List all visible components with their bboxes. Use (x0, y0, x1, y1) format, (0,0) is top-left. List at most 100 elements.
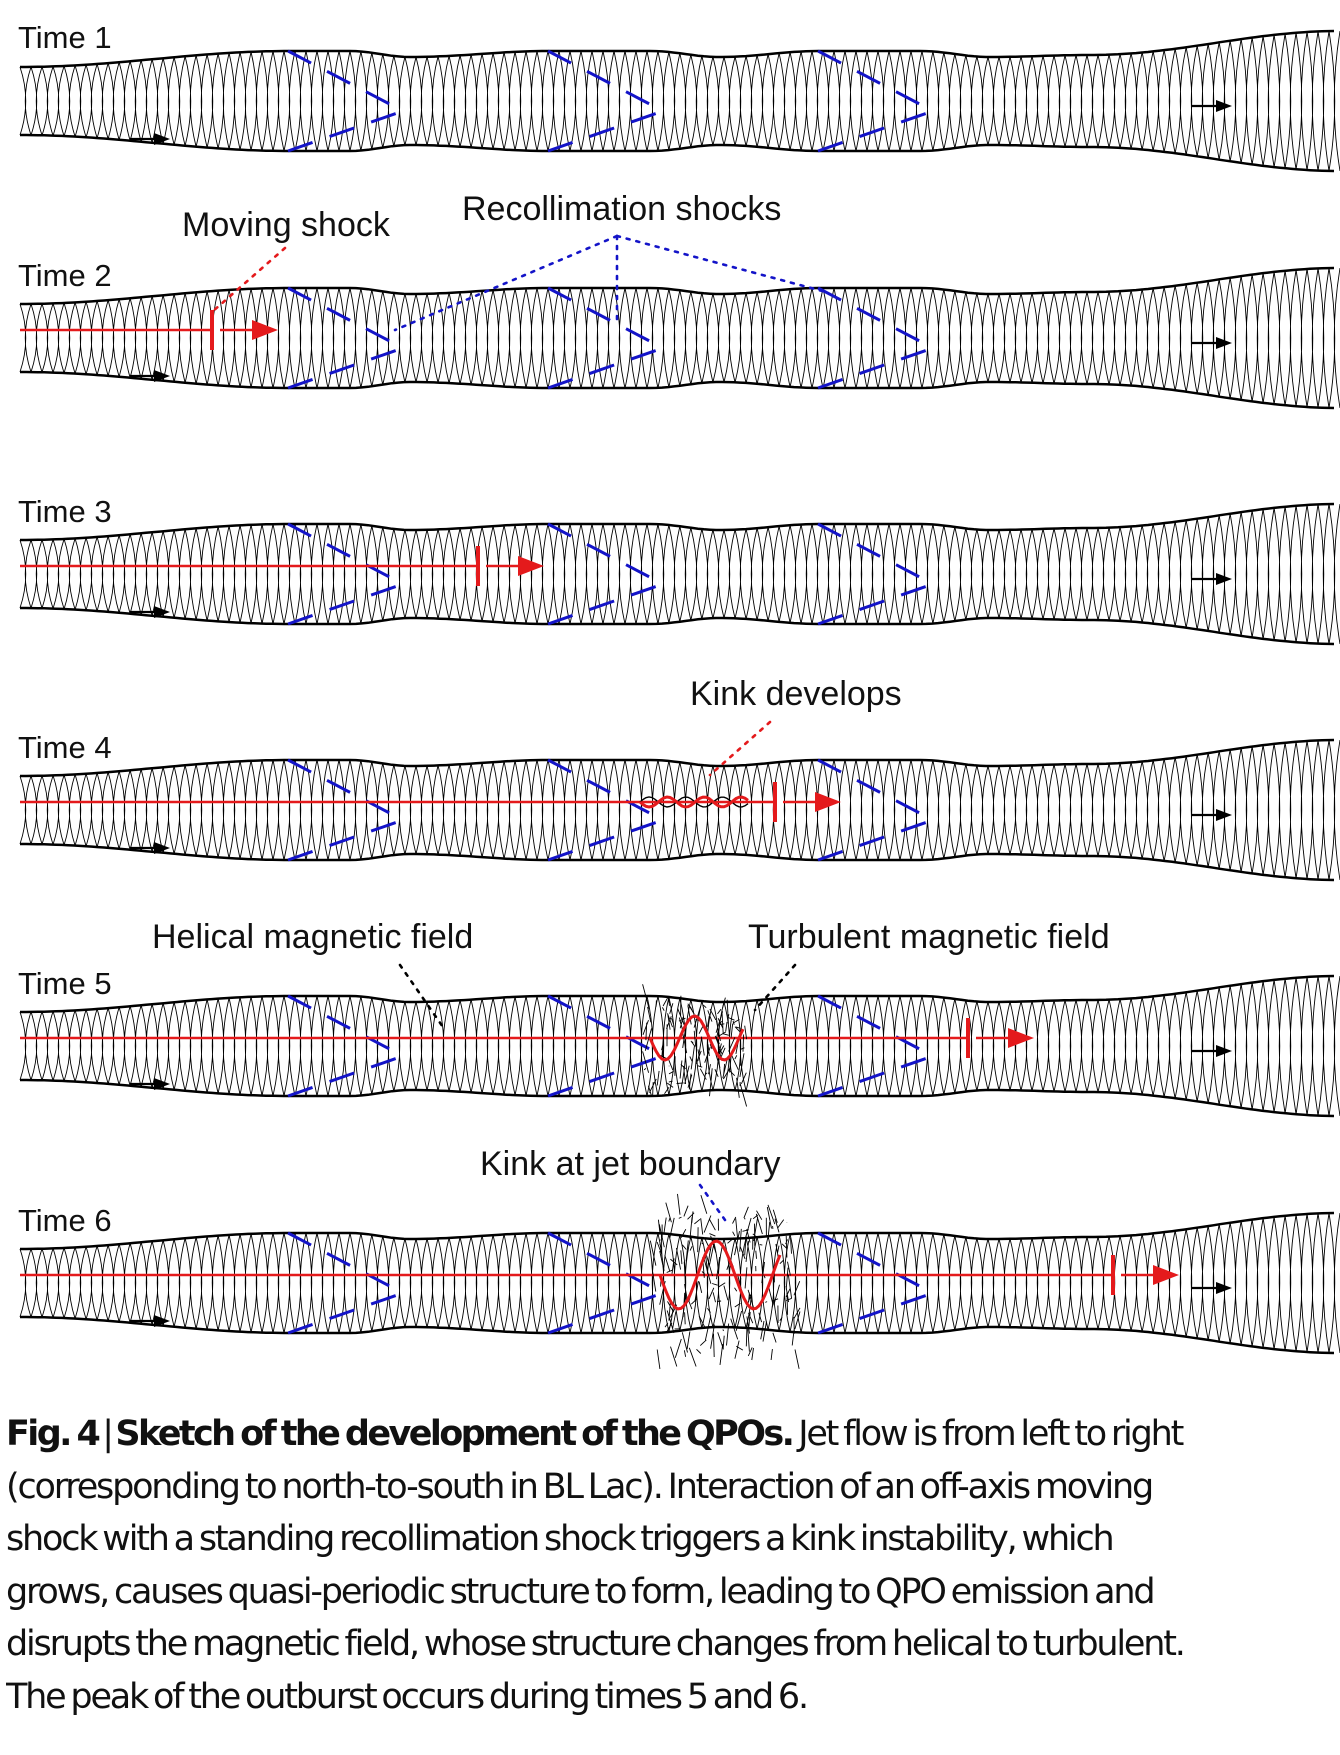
arrow-right-icon (1192, 337, 1232, 349)
arrow-right-icon (1192, 809, 1232, 821)
jet-panel-1 (19, 29, 1340, 173)
turbulent-field-lines (642, 984, 748, 1107)
arrow-head (154, 606, 170, 618)
jet-panel-4 (19, 738, 1340, 882)
helical-field-lines (19, 30, 1340, 172)
moving-shock-arrow-head (1153, 1265, 1179, 1285)
caption-line-6: The peak of the outburst occurs during t… (6, 1676, 809, 1717)
arrow-right-icon (1192, 100, 1232, 112)
recollimation-shock-lower (547, 1054, 664, 1098)
jet-boundary-top (20, 1211, 1335, 1251)
caption-line-4: grows, causes quasi-periodic structure t… (6, 1571, 1156, 1612)
recollimation-shock-lower (817, 818, 934, 862)
annotation-kink-develops: Kink develops (690, 675, 902, 713)
panel-label-time-5: Time 5 (18, 966, 112, 1001)
leader-turbulent-field (753, 963, 797, 1012)
jet-boundary-bottom (20, 1078, 1335, 1118)
moving-shock-arrow-head (518, 556, 544, 576)
arrow-head (1216, 1282, 1232, 1294)
arrow-right-icon (130, 133, 170, 145)
arrow-right-icon (1192, 573, 1232, 585)
caption-line-3: shock with a standing recollimation shoc… (6, 1519, 1115, 1559)
recollimation-shock-upper (547, 49, 664, 113)
jet-boundary-top (20, 738, 1335, 778)
arrow-head (1216, 573, 1232, 585)
panel-label-time-1: Time 1 (18, 20, 112, 55)
helical-field-lines (19, 739, 1340, 881)
recollimation-shock-lower (287, 818, 404, 862)
recollimation-shock-upper (287, 1231, 404, 1295)
recollimation-shock-upper (817, 286, 934, 350)
arrow-right-icon (130, 370, 170, 382)
caption-line-1: Fig. 4 | Sketch of the development of the … (6, 1408, 1336, 1461)
arrow-head (1216, 809, 1232, 821)
recollimation-shock-upper (547, 994, 664, 1058)
figure-caption: Fig. 4 | Sketch of the development of the … (6, 1408, 1336, 1723)
caption-line-5: disrupts the magnetic field, whose struc… (6, 1624, 1186, 1664)
caption-title: Sketch of the development of the QPOs. (115, 1414, 794, 1454)
arrow-right-icon (130, 1078, 170, 1090)
kink-perturbation (658, 1239, 782, 1311)
arrow-head (1216, 1045, 1232, 1057)
annotation-turbulent-field: Turbulent magnetic field (748, 918, 1110, 956)
arrow-right-icon (130, 606, 170, 618)
turbulent-field-lines (649, 1193, 801, 1369)
helical-field-lines (19, 1212, 1340, 1354)
arrow-right-icon (130, 842, 170, 854)
panel-label-time-2: Time 2 (18, 258, 112, 293)
kink-perturbation (639, 795, 749, 809)
arrow-right-icon (130, 1315, 170, 1327)
recollimation-shock-upper (817, 994, 934, 1058)
caption-fig-label: Fig. 4 (6, 1414, 101, 1454)
recollimation-shock-upper (547, 522, 664, 586)
jet-panel-2 (19, 266, 1340, 410)
leader-recollimation-1 (393, 234, 619, 332)
helical-field-lines (19, 503, 1340, 645)
arrow-head (154, 133, 170, 145)
kink-perturbation (648, 1014, 745, 1062)
recollimation-shock-lower (547, 109, 664, 153)
recollimation-shock-upper (817, 758, 934, 822)
arrow-head (154, 1078, 170, 1090)
recollimation-shock-lower (547, 1291, 664, 1335)
leader-moving-shock (210, 246, 287, 314)
arrow-head (1216, 100, 1232, 112)
arrow-right-icon (1192, 1045, 1232, 1057)
panel-label-time-6: Time 6 (18, 1203, 112, 1238)
caption-text-1: Jet flow is from left to right (792, 1414, 1184, 1454)
recollimation-shock-upper (817, 1231, 934, 1295)
recollimation-shock-upper (287, 758, 404, 822)
arrow-head (154, 370, 170, 382)
arrow-right-icon (1192, 1282, 1232, 1294)
leader-kink-develops (708, 720, 772, 777)
annotation-moving-shock: Moving shock (182, 206, 390, 244)
jet-panel-3 (19, 502, 1340, 646)
recollimation-shock-lower (287, 1054, 404, 1098)
annotation-kink-boundary: Kink at jet boundary (480, 1145, 781, 1183)
recollimation-shock-upper (287, 286, 404, 350)
recollimation-shock-lower (547, 346, 664, 390)
jet-panel-6 (19, 1193, 1340, 1369)
recollimation-shock-lower (287, 346, 404, 390)
recollimation-shock-lower (547, 582, 664, 626)
jet-panel-5 (19, 974, 1340, 1118)
helical-field-lines (19, 267, 1340, 409)
recollimation-shock-lower (817, 109, 934, 153)
recollimation-shock-lower (817, 582, 934, 626)
recollimation-shock-upper (287, 49, 404, 113)
recollimation-shock-lower (817, 346, 934, 390)
jet-boundary-bottom (20, 606, 1335, 646)
jet-sketch-figure: Time 1 Time 2 Time 3 Time 4 Time 5 Time … (18, 20, 1340, 1369)
recollimation-shock-lower (817, 1291, 934, 1335)
jet-boundary-bottom (20, 133, 1335, 173)
jet-boundary-top (20, 974, 1335, 1014)
annotation-helical-field: Helical magnetic field (152, 918, 474, 956)
annotation-recollimation-shocks: Recollimation shocks (462, 190, 782, 228)
recollimation-shock-lower (287, 109, 404, 153)
recollimation-shock-upper (547, 758, 664, 822)
jet-boundary-top (20, 29, 1335, 69)
recollimation-shock-upper (287, 994, 404, 1058)
leader-recollimation-3 (615, 234, 828, 294)
panel-label-time-3: Time 3 (18, 494, 112, 529)
jet-sketch-svg (19, 29, 1340, 1369)
